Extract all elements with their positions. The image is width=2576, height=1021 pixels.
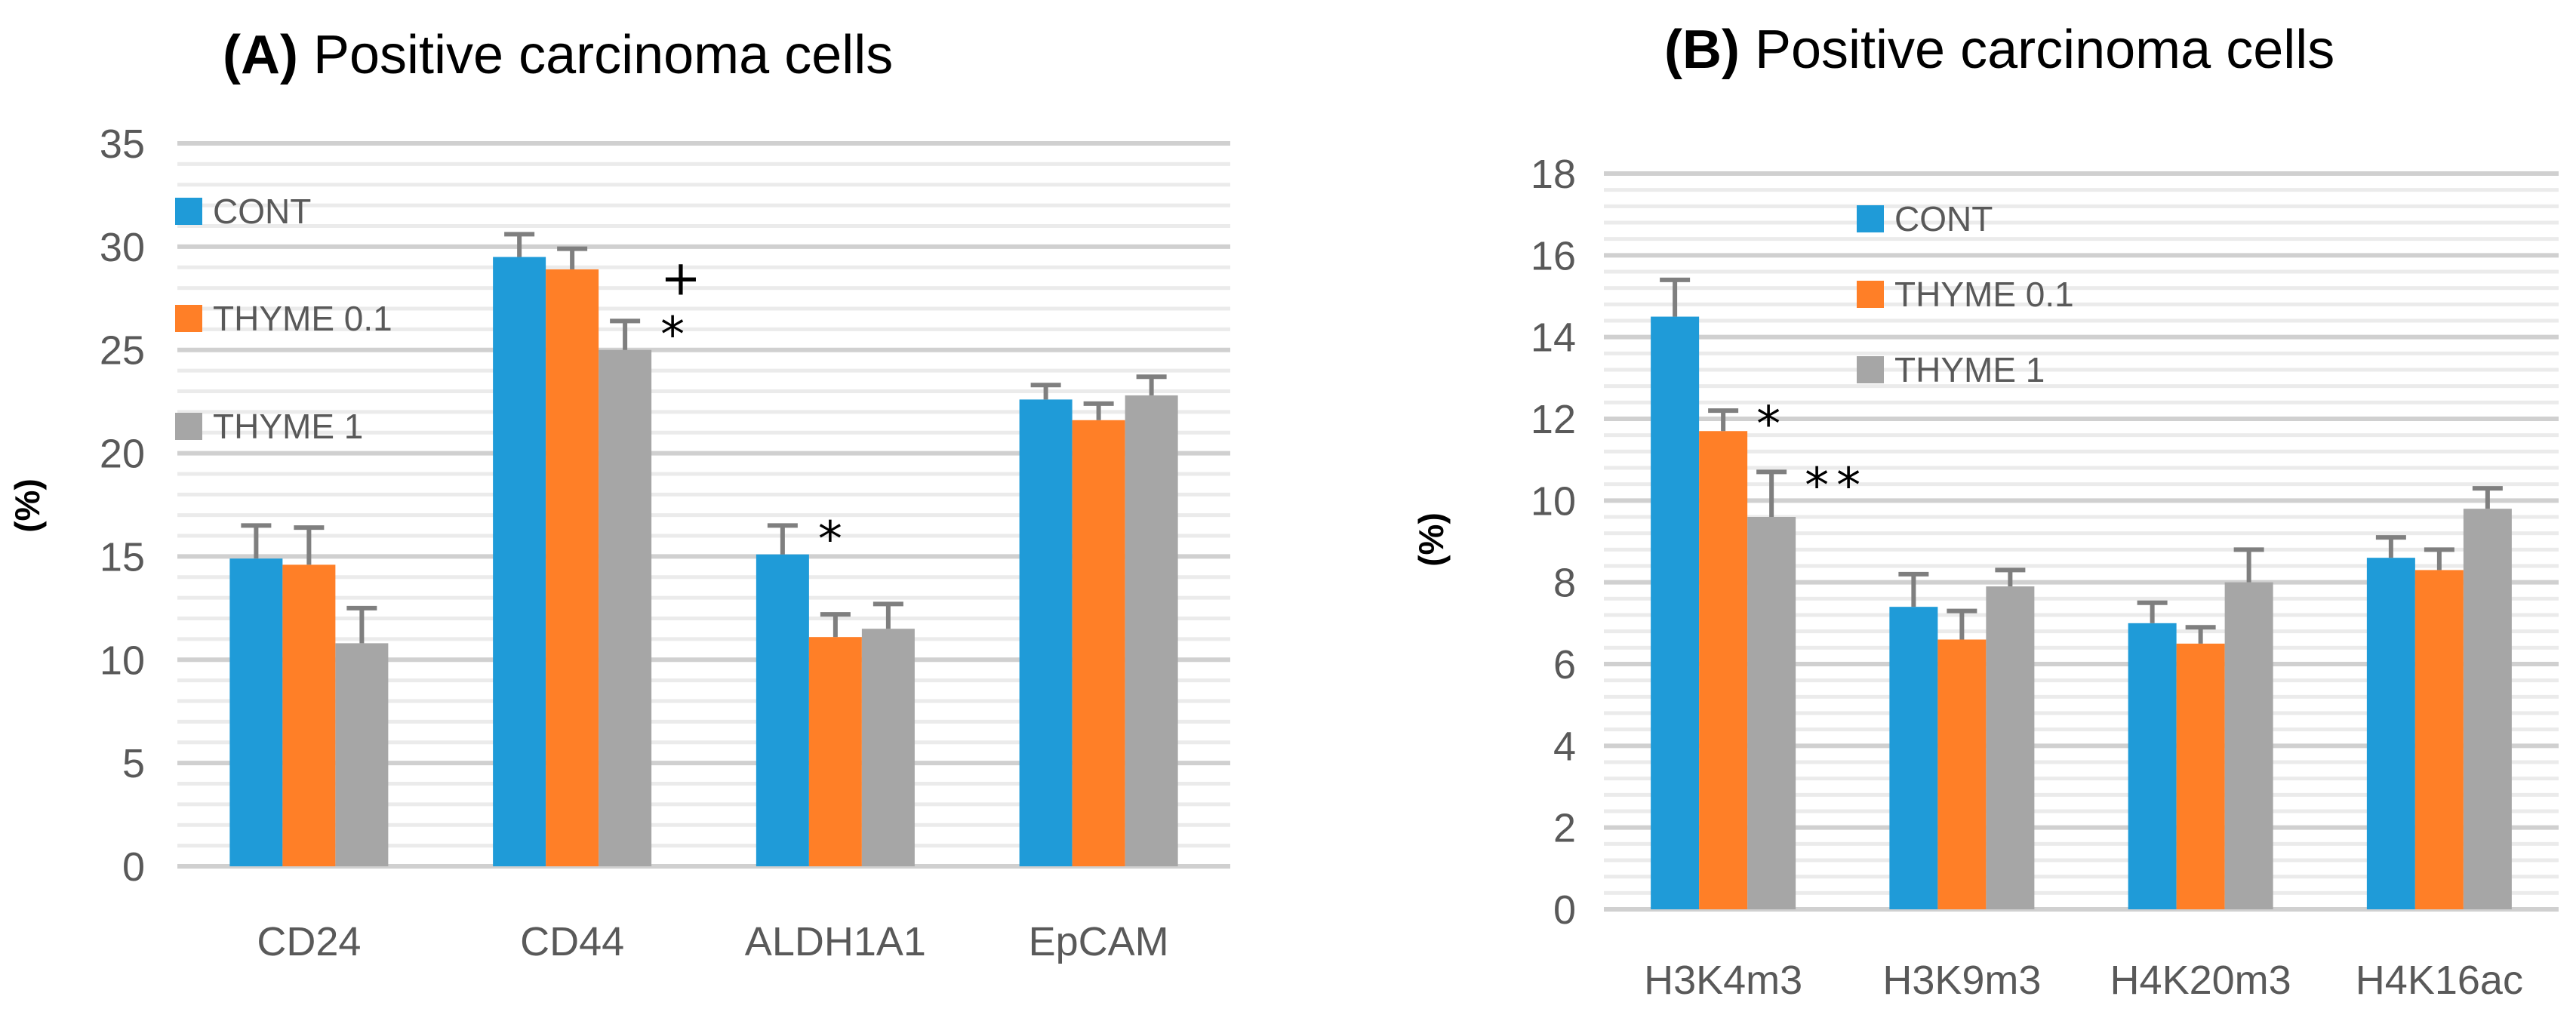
chart-b-title: (B) Positive carcinoma cells [1664, 20, 2334, 80]
chart-b-category-label: H3K4m3 [1644, 958, 1802, 1003]
chart-a-category-label: CD44 [520, 919, 624, 964]
chart-a-bar-thyme-0-1-aldh1a1 [808, 637, 862, 866]
chart-a-legend-label-thyme-1: THYME 1 [213, 407, 363, 446]
chart-a-bar-thyme-1-epcam [1125, 395, 1178, 866]
chart-a-y-tick-label: 5 [122, 741, 145, 786]
chart-a-legend-label-cont: CONT [213, 192, 311, 231]
chart-a-y-tick-label: 20 [100, 432, 145, 477]
chart-b-significance-mark: * [1756, 397, 1788, 453]
chart-a-y-tick-label: 15 [100, 534, 145, 580]
chart-b-y-tick-label: 6 [1553, 642, 1576, 687]
chart-b-y-tick-label: 16 [1531, 233, 1576, 278]
chart-b-bar-thyme-1-h3k9m3 [1986, 586, 2035, 909]
chart-a-bar-thyme-0-1-cd44 [546, 269, 599, 867]
chart-b-category-label: H3K9m3 [1882, 958, 2041, 1003]
chart-a-title: (A) Positive carcinoma cells [223, 25, 893, 85]
chart-b-bar-thyme-0-1-h4k16ac [2414, 570, 2464, 909]
chart-a-legend-swatch-cont [175, 198, 202, 225]
chart-b-bar-thyme-1-h4k16ac [2463, 509, 2512, 909]
chart-b-bar-thyme-1-h3k4m3 [1747, 517, 1796, 909]
chart-b-y-tick-label: 8 [1553, 561, 1576, 606]
chart-b-significance-mark: ** [1805, 458, 1868, 514]
chart-a-bar-thyme-0-1-epcam [1072, 420, 1125, 866]
chart-b-legend-label-thyme-1: THYME 1 [1894, 350, 2045, 389]
chart-a-significance-mark: + [660, 251, 709, 306]
chart-b-y-tick-label: 2 [1553, 806, 1576, 851]
chart-a-category-label: EpCAM [1029, 919, 1169, 964]
chart-b-y-tick-label: 4 [1553, 724, 1576, 769]
chart-b: 0 2 4 6 8 10 12 14 16 18 H3K4m3 H3K9m3 H4K20m3 H4K16a… [1411, 20, 2559, 1003]
chart-b-bar-thyme-0-1-h3k4m3 [1699, 431, 1748, 909]
chart-a-bar-thyme-1-aldh1a1 [861, 629, 915, 866]
chart-b-category-label: H4K20m3 [2110, 958, 2291, 1003]
chart-b-title-prefix: (B) [1664, 20, 1740, 80]
chart-b-bar-cont-h4k16ac [2366, 558, 2415, 909]
chart-a-bar-thyme-1-cd44 [599, 349, 652, 866]
chart-b-bar-cont-h3k9m3 [1889, 607, 1938, 909]
chart-a-y-tick-label: 10 [100, 638, 145, 683]
chart-a-y-axis-label: (%) [8, 478, 47, 533]
chart-b-y-tick-label: 18 [1531, 152, 1576, 197]
chart-b-y-tick-label: 12 [1531, 397, 1576, 442]
chart-b-legend-swatch-thyme-0-1 [1857, 281, 1884, 308]
chart-a-bar-cont-epcam [1019, 399, 1073, 866]
chart-a-significance-mark: * [818, 512, 850, 567]
chart-b-legend-label-cont: CONT [1894, 199, 1993, 238]
chart-a-y-tick-label: 0 [122, 844, 145, 890]
chart-a-title-prefix: (A) [223, 25, 298, 85]
chart-b-bar-cont-h3k4m3 [1651, 316, 1700, 909]
chart-a-bar-cont-aldh1a1 [756, 554, 809, 866]
chart-a-bar-thyme-0-1-cd24 [282, 564, 336, 866]
chart-b-legend-swatch-thyme-1 [1857, 356, 1884, 383]
chart-b-y-axis-label: (%) [1411, 512, 1451, 567]
chart-a-legend-swatch-thyme-0-1 [175, 305, 202, 332]
chart-a-y-tick-label: 30 [100, 225, 145, 270]
chart-b-title-text: Positive carcinoma cells [1740, 20, 2334, 80]
chart-b-category-label: H4K16ac [2356, 958, 2523, 1003]
chart-b-bar-thyme-0-1-h4k20m3 [2176, 643, 2225, 909]
chart-a-category-label: CD24 [257, 919, 361, 964]
chart-b-bar-thyme-1-h4k20m3 [2224, 582, 2273, 909]
chart-b-bar-cont-h4k20m3 [2128, 623, 2177, 909]
chart-a-legend-swatch-thyme-1 [175, 413, 202, 440]
chart-b-y-tick-label: 14 [1531, 315, 1576, 361]
chart-a-legend-label-thyme-0-1: THYME 0.1 [213, 299, 392, 338]
chart-a-significance-mark: * [660, 307, 692, 363]
chart-a-y-tick-label: 35 [100, 121, 145, 167]
chart-a-bar-cont-cd24 [229, 558, 283, 866]
chart-b-legend-label-thyme-0-1: THYME 0.1 [1894, 275, 2074, 314]
chart-b-bar-thyme-0-1-h3k9m3 [1937, 639, 1987, 909]
chart-a-bar-thyme-1-cd24 [335, 643, 389, 866]
chart-b-legend-swatch-cont [1857, 205, 1884, 232]
chart-a-category-label: ALDH1A1 [745, 919, 926, 964]
chart-b-y-tick-label: 0 [1553, 887, 1576, 933]
chart-a-title-text: Positive carcinoma cells [298, 25, 893, 85]
chart-a-bar-cont-cd44 [493, 257, 546, 866]
chart-b-y-tick-label: 10 [1531, 478, 1576, 524]
chart-a-y-tick-label: 25 [100, 328, 145, 374]
